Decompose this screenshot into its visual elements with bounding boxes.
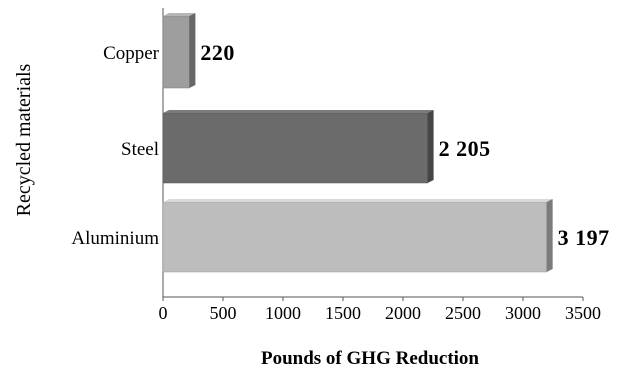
x-tick-label: 3000 (505, 303, 541, 323)
category-label: Copper (103, 43, 160, 64)
bar-front-face (162, 201, 547, 273)
bar-top-face (163, 199, 553, 202)
x-tick-label: 2500 (445, 303, 481, 323)
data-label: 2 205 (439, 136, 491, 161)
x-tick-label: 1500 (325, 303, 361, 323)
x-tick-label: 1000 (265, 303, 301, 323)
category-label: Aluminium (71, 228, 159, 249)
data-label: 3 197 (558, 225, 610, 250)
bar-front-face (162, 112, 428, 184)
x-axis-title: Pounds of GHG Reduction (261, 348, 479, 369)
x-tick-label: 500 (210, 303, 237, 323)
bar-copper (162, 13, 196, 89)
bar-top-face (163, 13, 196, 16)
bar-side-face (427, 110, 434, 183)
bar-top-face (163, 110, 434, 113)
bar-aluminium (162, 199, 553, 273)
bar-side-face (546, 199, 553, 272)
y-axis-title: Recycled materials (13, 63, 35, 216)
x-tick-label: 0 (159, 303, 168, 323)
bar-side-face (189, 13, 196, 88)
data-label: 220 (200, 40, 235, 65)
bar-steel (162, 110, 434, 184)
x-tick-label: 2000 (385, 303, 421, 323)
bar-front-face (162, 15, 190, 89)
category-label: Steel (121, 139, 159, 160)
x-tick-label: 3500 (565, 303, 601, 323)
